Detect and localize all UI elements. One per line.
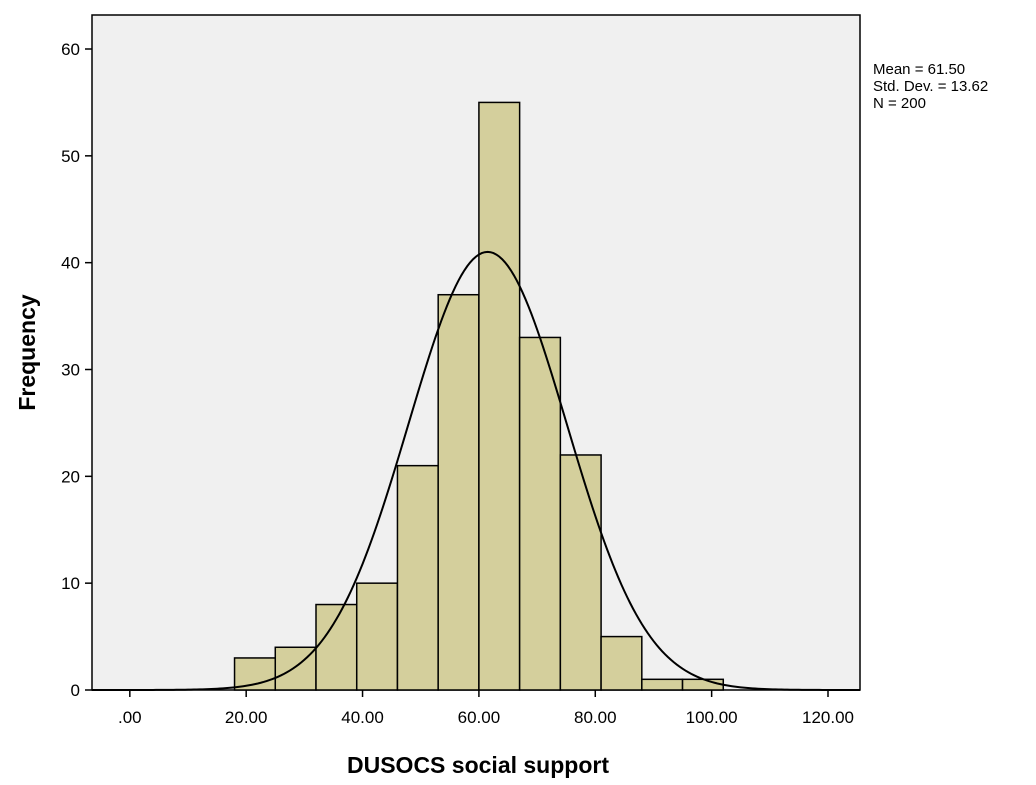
histogram-bar <box>437 293 480 691</box>
y-tick-label: 0 <box>71 681 80 700</box>
y-tick-label: 20 <box>61 467 80 486</box>
y-tick-label: 30 <box>61 361 80 380</box>
axes-group: .00 20.00 40.00 60.00 80.00 100.00 120.00 0 10 20… <box>61 40 854 727</box>
histogram-bar <box>641 678 684 691</box>
stat-mean: Mean = 61.50 <box>873 61 965 78</box>
x-tick-label: 60.00 <box>458 708 501 727</box>
stat-n: N = 200 <box>873 95 926 112</box>
x-tick-label: 100.00 <box>686 708 738 727</box>
x-tick-label: 40.00 <box>341 708 384 727</box>
y-tick-label: 10 <box>61 574 80 593</box>
x-tick-label: .00 <box>118 708 142 727</box>
y-axis-title: Frequency <box>14 294 40 411</box>
histogram-bar <box>355 582 399 691</box>
y-tick-label: 50 <box>61 147 80 166</box>
y-tick-label: 40 <box>61 254 80 273</box>
histogram-bar <box>396 464 439 691</box>
x-tick-label: 80.00 <box>574 708 617 727</box>
y-tick-label: 60 <box>61 40 80 59</box>
x-tick-label: 20.00 <box>225 708 268 727</box>
histogram-bar <box>478 101 521 691</box>
bars-group <box>233 101 725 691</box>
normal-curve <box>92 250 860 691</box>
histogram-bar <box>518 336 562 691</box>
histogram-bar <box>600 635 643 691</box>
stat-std-dev: Std. Dev. = 13.62 <box>873 78 988 95</box>
histogram-bar <box>681 678 725 691</box>
x-axis-title: DUSOCS social support <box>347 752 609 778</box>
histogram-bar <box>233 657 277 691</box>
histogram-bar <box>559 454 602 691</box>
x-tick-label: 120.00 <box>802 708 854 727</box>
